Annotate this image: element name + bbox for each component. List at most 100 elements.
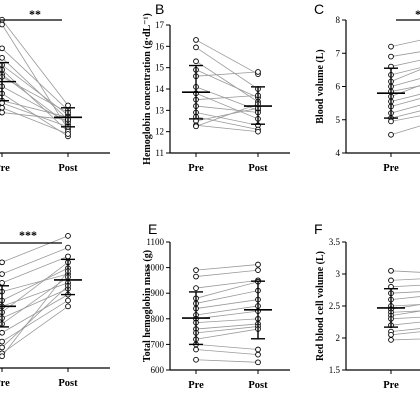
x-category-label: Post [58,163,78,174]
pre-point [193,346,199,353]
pre-point [193,58,199,65]
y-tick-label: 7 [336,48,341,58]
pair-line [195,281,259,299]
post-point [65,303,71,310]
pair-line [195,124,259,133]
pair-line [390,59,420,67]
panel-1: Pre Post ** [0,7,110,174]
pair-line [195,95,259,101]
x-category-label: Post [248,163,268,174]
pair-line [195,39,259,75]
pre-point [193,44,199,51]
pair-line [390,304,420,307]
pre-point [0,259,5,266]
y-tick-label: 3.5 [329,237,341,247]
y-tick-label: 15 [155,63,165,73]
pair-line [195,326,259,334]
pre-point [0,21,5,28]
pair-line [1,306,69,354]
post-point [65,244,71,251]
y-tick-label: 1100 [146,237,164,247]
post-point [65,253,71,260]
pair-line [195,47,259,90]
y-axis-label: Blood volume (L) [315,49,326,123]
pair-line [390,291,420,294]
pair-line [390,310,420,316]
pre-point [388,118,394,125]
y-tick-label: 11 [155,148,164,158]
pair-line [390,98,420,107]
pre-point [0,338,5,345]
pair-line [390,125,420,136]
post-point [255,69,261,75]
pair-line [1,57,69,120]
pair-line [390,284,420,288]
y-tick-label: 14 [155,84,165,94]
pair-line [390,39,420,47]
pair-line [390,321,420,326]
pair-line [195,103,259,127]
pair-line [390,51,420,57]
pair-line [1,285,69,348]
significance-label: ** [29,7,41,21]
pair-line [195,71,259,77]
pair-line [390,85,420,92]
pair-line [1,100,69,118]
panel-4: Pre Post *** [0,228,110,389]
pre-point [0,329,5,336]
pair-line [1,48,69,111]
y-tick-label: 12 [155,127,164,137]
pair-line [195,290,259,304]
y-axis-label: Hemoglobin concentration (g·dL⁻¹) [142,13,153,165]
pair-line [1,19,69,106]
pair-line [390,338,420,341]
panel-label: E [148,221,157,237]
pre-point [388,331,394,338]
pair-line [195,349,259,356]
x-category-label: Pre [383,163,399,174]
pre-point [0,271,5,277]
y-tick-label: 1.5 [329,365,341,375]
pre-point [0,344,5,351]
pre-point [193,273,199,280]
pair-line [390,69,420,82]
pair-line [390,93,420,102]
y-tick-label: 900 [151,288,165,298]
pre-point [0,54,5,61]
pre-point [388,131,394,138]
x-category-label: Pre [188,380,204,391]
pair-line [195,60,259,103]
pair-line [1,69,69,132]
y-tick-label: 2.5 [329,301,341,311]
pre-point [388,337,394,343]
pair-line [390,104,420,114]
y-tick-label: 2 [336,333,341,343]
post-point [255,359,261,366]
pair-line [195,92,259,120]
y-tick-label: 1000 [146,263,165,273]
y-axis-label: Total hemoglobin mass (g) [142,250,153,362]
pre-point [193,267,199,274]
pair-line [1,282,69,307]
post-point [255,267,261,274]
panel-label: C [314,1,324,17]
pair-line [1,270,69,357]
pair-line [390,78,420,87]
pre-point [388,277,394,284]
pair-line [390,296,420,300]
y-axis-label: Red blood cell volume (L) [315,251,326,361]
pair-line [1,86,69,123]
pair-line [390,115,420,122]
pair-line [390,331,420,336]
pre-point [0,280,5,286]
pair-line [195,323,259,330]
panel-3: 45678PrePostCBlood volume (L)* [314,1,420,174]
panel-6: 1.522.533.5PrePostFRed blood cell volume… [314,221,420,391]
post-point [65,297,71,304]
pair-line [390,67,420,76]
pre-point [193,123,199,130]
post-point [255,261,261,268]
y-tick-label: 5 [336,115,341,125]
pre-point [193,356,199,363]
